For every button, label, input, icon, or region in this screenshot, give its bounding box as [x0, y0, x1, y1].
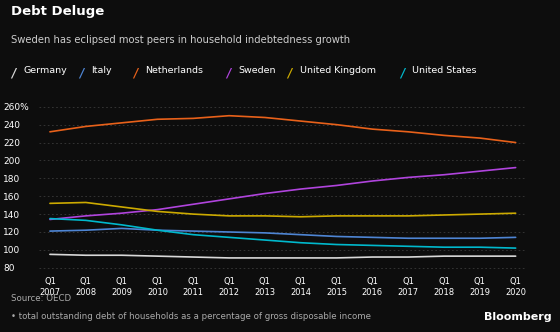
Text: United Kingdom: United Kingdom	[300, 66, 376, 75]
Text: Bloomberg: Bloomberg	[484, 312, 552, 322]
Text: Debt Deluge: Debt Deluge	[11, 5, 105, 18]
Text: Source: OECD: Source: OECD	[11, 294, 71, 303]
Text: /: /	[288, 66, 292, 79]
Text: /: /	[226, 66, 231, 79]
Text: Netherlands: Netherlands	[146, 66, 204, 75]
Text: Germany: Germany	[24, 66, 67, 75]
Text: /: /	[11, 66, 16, 79]
Text: /: /	[133, 66, 138, 79]
Text: • total outstanding debt of households as a percentage of gross disposable incom: • total outstanding debt of households a…	[11, 312, 371, 321]
Text: /: /	[78, 66, 83, 79]
Text: Sweden has eclipsed most peers in household indebtedness growth: Sweden has eclipsed most peers in househ…	[11, 35, 351, 45]
Text: Italy: Italy	[91, 66, 111, 75]
Text: Sweden: Sweden	[239, 66, 276, 75]
Text: United States: United States	[412, 66, 477, 75]
Text: /: /	[400, 66, 404, 79]
